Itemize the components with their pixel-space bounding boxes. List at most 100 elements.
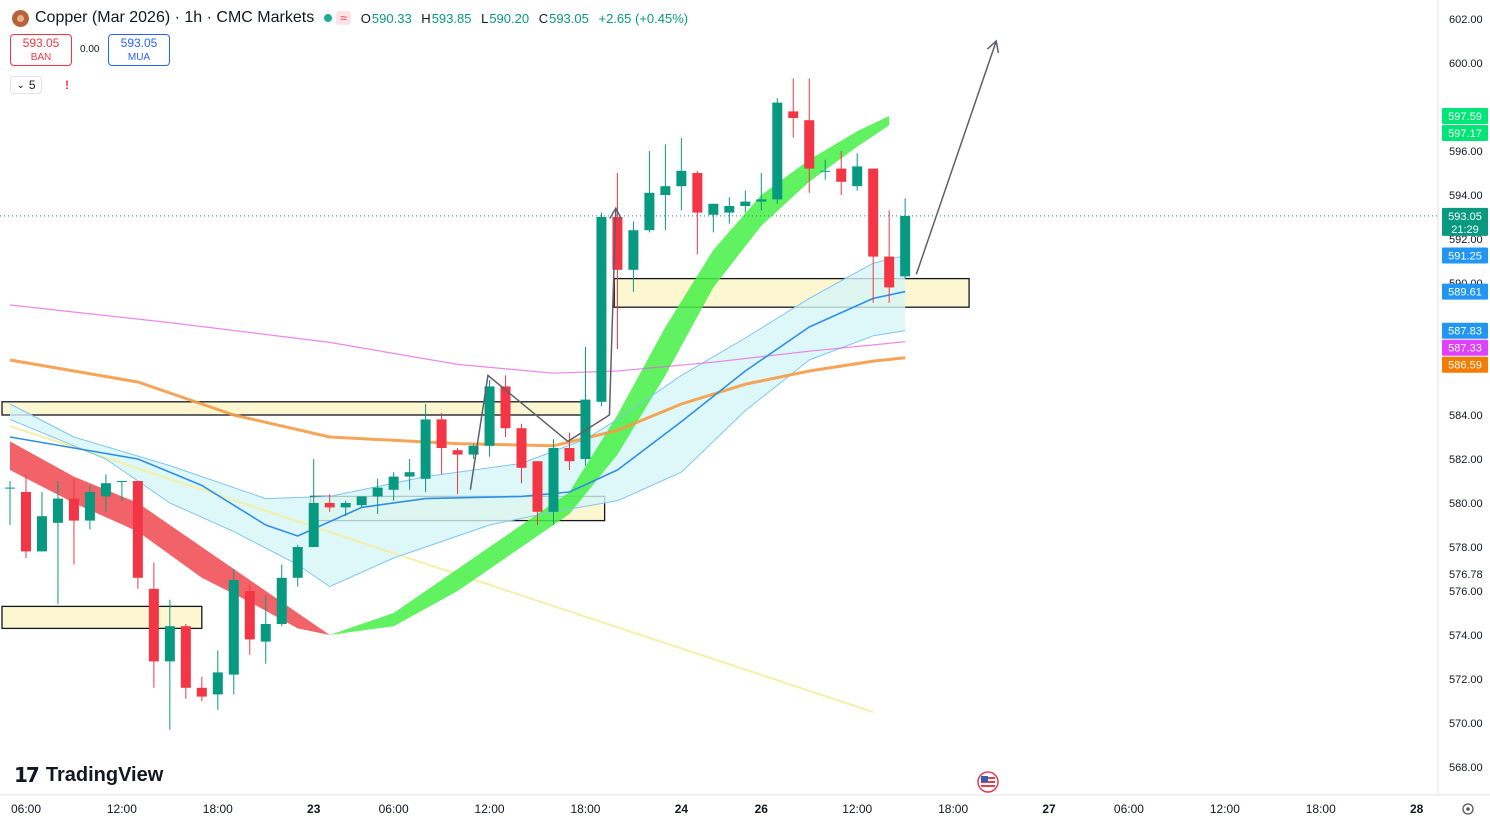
axis-price-label-text: 589.61 [1448,287,1482,299]
candle [388,472,399,501]
candle-body [484,386,495,446]
axis-price-label: 589.61 [1442,283,1488,300]
y-tick-label: 570.00 [1449,718,1483,730]
candle-body [372,487,383,497]
low-label: L [481,10,489,26]
candle [788,78,799,138]
candle-body [900,215,911,277]
candle-body [196,687,207,697]
candle [580,346,591,466]
sell-price: 593.05 [22,36,60,50]
candle-body [564,448,575,462]
candle [404,459,415,490]
support-zone [1,605,203,630]
candle [820,159,831,180]
candle [84,485,95,530]
trend-line [9,425,874,713]
drawings-layer [469,39,1000,490]
pink-ma-line [9,304,906,374]
axis-price-label-bg [1442,283,1488,300]
axis-price-label-text: 597.59 [1448,111,1482,123]
axis-price-label-text: 597.17 [1448,128,1482,140]
x-tick-label: 26 [755,802,769,816]
candle [196,676,207,701]
candle-body [356,496,367,506]
grid [0,0,1490,796]
candle-body [676,170,687,187]
symbol-title[interactable]: Copper (Mar 2026) · 1h · CMC Markets [35,9,315,26]
axis-price-label: 597.17 [1442,125,1488,142]
indicators-toggle[interactable]: ⌄ 5 [10,76,42,94]
tradingview-mark-icon: 17 [14,763,40,787]
candle-body [164,626,175,662]
tradingview-logo-text: TradingView [45,763,164,786]
x-tick-label: 18:00 [938,802,968,816]
candle [772,98,783,204]
axis-price-label-bg [1442,108,1488,125]
candle-body [116,481,127,482]
candle-body [420,419,431,479]
x-tick-label: 27 [1042,802,1056,816]
axis-price-label-bg [1442,207,1488,236]
axis-price-label-bg [1442,322,1488,339]
chart-settings-icon[interactable] [1462,803,1474,815]
candle [52,481,63,605]
candle-body [692,173,703,213]
candle [484,379,495,457]
candle [372,478,383,514]
axis-price-label-bg [1442,125,1488,142]
candle-body [548,448,559,512]
change-value: +2.65 (+0.45%) [598,10,689,26]
axis-price-label: 586.59 [1442,356,1488,373]
open-label: O [360,10,371,26]
us-flag-icon[interactable] [977,771,999,793]
y-tick-label: 576.78 [1449,569,1483,581]
candle-body [660,186,671,195]
y-tick-label: 580.00 [1449,498,1483,510]
sell-button[interactable]: 593.05 BAN [10,34,72,66]
axis-price-label-text: 586.59 [1448,360,1482,372]
candle-body [68,498,79,521]
warning-icon[interactable]: ! [65,78,69,92]
candle [132,481,143,589]
candle [628,221,639,292]
candle-body [468,445,479,455]
candle-body [212,672,223,695]
candle-body [308,503,319,547]
market-open-dot-icon [324,14,333,22]
high-label: H [421,10,431,26]
x-tick-label: 12:00 [1210,802,1240,816]
candle-body [804,120,815,169]
copper-symbol-icon [12,9,29,27]
arrow-head [609,206,622,220]
candle-body [324,503,335,508]
axis-price-label-bg [1442,356,1488,373]
candle-body [20,492,31,552]
y-tick-label: 572.00 [1449,674,1483,686]
candle-body [836,168,847,182]
candle [100,474,111,512]
buy-button[interactable]: 593.05 MUA [108,34,170,66]
candle [804,78,815,193]
candle [308,459,319,547]
candle-body [404,472,415,477]
candle [676,137,687,211]
open-value: 590.33 [371,10,412,26]
high-value: 593.85 [431,10,472,26]
y-tick-label: 594.00 [1449,190,1483,202]
delayed-data-badge[interactable]: ≈ [336,11,351,25]
tradingview-logo[interactable]: 17 TradingView [14,763,163,787]
candle-body [84,492,95,521]
candle [724,197,735,224]
axis-price-label-text: 591.25 [1448,251,1482,263]
x-tick-label: 23 [307,802,321,816]
arrow-head [986,39,1000,53]
candle [644,151,655,233]
indicators-count: 5 [28,78,36,92]
candle [468,443,479,459]
candle-body [596,217,607,402]
candle-body [292,547,303,578]
candle-body [708,203,719,215]
candle [548,439,559,525]
